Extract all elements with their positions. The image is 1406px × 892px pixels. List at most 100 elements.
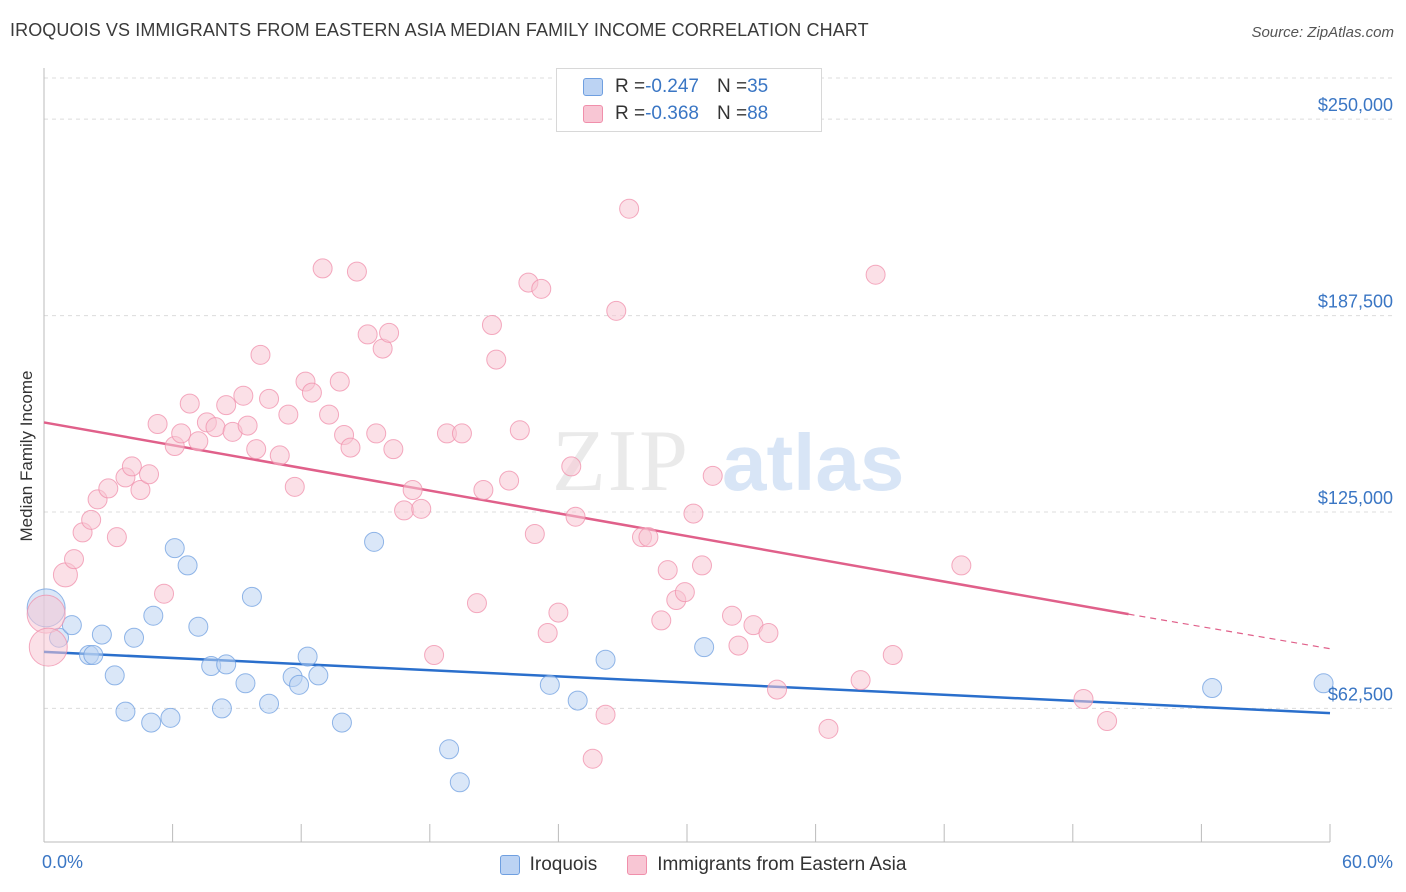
legend-r-label: R =: [615, 76, 646, 97]
eastern-asia-point: [301, 382, 322, 403]
eastern-asia-point: [26, 594, 66, 634]
eastern-asia-point: [882, 645, 903, 665]
y-tick-label: $250,000: [1318, 95, 1393, 115]
eastern-asia-point: [154, 583, 175, 604]
eastern-asia-trend-extension: [1128, 613, 1331, 650]
eastern-asia-point: [674, 582, 695, 603]
iroquois-point: [115, 701, 136, 722]
eastern-asia-point: [269, 445, 290, 466]
eastern-asia-point: [638, 527, 659, 548]
eastern-asia-point: [171, 423, 192, 444]
iroquois-point: [104, 665, 125, 686]
eastern-asia-point: [205, 417, 226, 438]
eastern-asia-point: [64, 549, 85, 570]
eastern-asia-point: [651, 610, 672, 631]
eastern-asia-point: [329, 371, 350, 392]
legend-r-value: -0.247: [645, 76, 699, 97]
eastern-asia-point: [98, 478, 119, 499]
legend-row-eastern-asia: R = -0.368 N = 88: [583, 102, 768, 126]
eastern-asia-point: [1097, 711, 1118, 731]
y-tick-label: $62,500: [1328, 684, 1393, 704]
eastern-asia-point: [278, 404, 299, 425]
eastern-asia-point: [28, 627, 68, 667]
eastern-asia-point: [139, 464, 160, 485]
eastern-asia-trend-line: [43, 421, 1129, 616]
iroquois-point: [449, 772, 470, 793]
eastern-asia-point: [865, 264, 886, 285]
eastern-asia-point: [237, 415, 258, 436]
eastern-asia-point: [582, 748, 603, 769]
correlation-legend: R = -0.247 N = 35 R = -0.368 N = 88: [556, 68, 822, 132]
axes: [43, 68, 1331, 843]
iroquois-point: [567, 690, 588, 711]
watermark: ZIP atlas: [552, 413, 904, 510]
eastern-asia-point: [246, 439, 267, 460]
iroquois-point: [141, 712, 162, 733]
eastern-asia-point: [657, 560, 678, 581]
iroquois-point: [160, 707, 181, 728]
eastern-asia-point: [466, 593, 487, 614]
iroquois-point: [216, 654, 237, 675]
eastern-asia-point: [486, 349, 507, 370]
iroquois-point: [439, 739, 460, 760]
x-max-label: 60.0%: [1341, 852, 1393, 872]
eastern-asia-point: [451, 423, 472, 444]
legend-label-eastern-asia: Immigrants from Eastern Asia: [657, 854, 907, 875]
iroquois-point: [364, 531, 385, 552]
eastern-asia-point: [312, 258, 333, 279]
eastern-asia-point: [481, 315, 502, 335]
eastern-asia-point: [702, 465, 723, 486]
legend-n-value: 35: [747, 76, 769, 97]
eastern-asia-point: [402, 480, 423, 500]
eastern-asia-point: [537, 623, 558, 643]
trend-lines: [43, 421, 1331, 715]
eastern-asia-point: [509, 420, 530, 441]
iroquois-point: [1202, 678, 1223, 698]
eastern-asia-point: [188, 431, 209, 452]
eastern-asia-point: [595, 704, 616, 725]
iroquois-point: [211, 698, 232, 719]
eastern-asia-point: [424, 645, 445, 665]
iroquois-point: [143, 605, 164, 626]
eastern-asia-point: [531, 278, 552, 299]
eastern-asia-point: [394, 500, 415, 521]
eastern-asia-point: [524, 524, 545, 544]
y-tick-labels: $62,500 $125,000 $187,500 $250,000: [1318, 95, 1393, 704]
watermark-atlas: atlas: [722, 418, 904, 507]
y-tick-label: $187,500: [1318, 292, 1393, 312]
eastern-asia-point: [818, 718, 839, 739]
data-points: [26, 198, 1334, 793]
eastern-asia-point: [565, 506, 586, 527]
iroquois-point: [694, 637, 715, 658]
eastern-asia-point: [340, 437, 361, 458]
legend-n-label: N =: [716, 76, 748, 97]
iroquois-point: [164, 538, 185, 559]
eastern-asia-point: [951, 555, 972, 576]
eastern-asia-point: [606, 300, 627, 321]
iroquois-point: [124, 627, 145, 648]
iroquois-point: [83, 645, 104, 665]
iroquois-point: [91, 624, 112, 645]
iroquois-point: [177, 555, 198, 576]
series-legend: Iroquois Immigrants from Eastern Asia: [0, 852, 1406, 878]
eastern-asia-point: [692, 555, 713, 576]
eastern-asia-point: [121, 456, 142, 477]
iroquois-point: [1313, 673, 1334, 694]
eastern-asia-point: [1073, 689, 1094, 709]
eastern-asia-point: [179, 393, 200, 414]
eastern-asia-point: [106, 527, 127, 548]
iroquois-point: [241, 586, 262, 607]
eastern-asia-point: [216, 395, 237, 416]
eastern-asia-point: [850, 670, 871, 691]
iroquois-point: [61, 615, 82, 636]
iroquois-point: [331, 712, 352, 733]
eastern-asia-point: [319, 404, 340, 425]
eastern-asia-point: [411, 498, 432, 519]
legend-swatch-eastern-asia: [627, 855, 648, 875]
legend-n-label: N =: [716, 103, 748, 124]
legend-swatch-eastern-asia: [583, 105, 603, 123]
eastern-asia-point: [561, 456, 582, 477]
iroquois-point: [289, 674, 310, 695]
eastern-asia-point: [758, 623, 779, 643]
